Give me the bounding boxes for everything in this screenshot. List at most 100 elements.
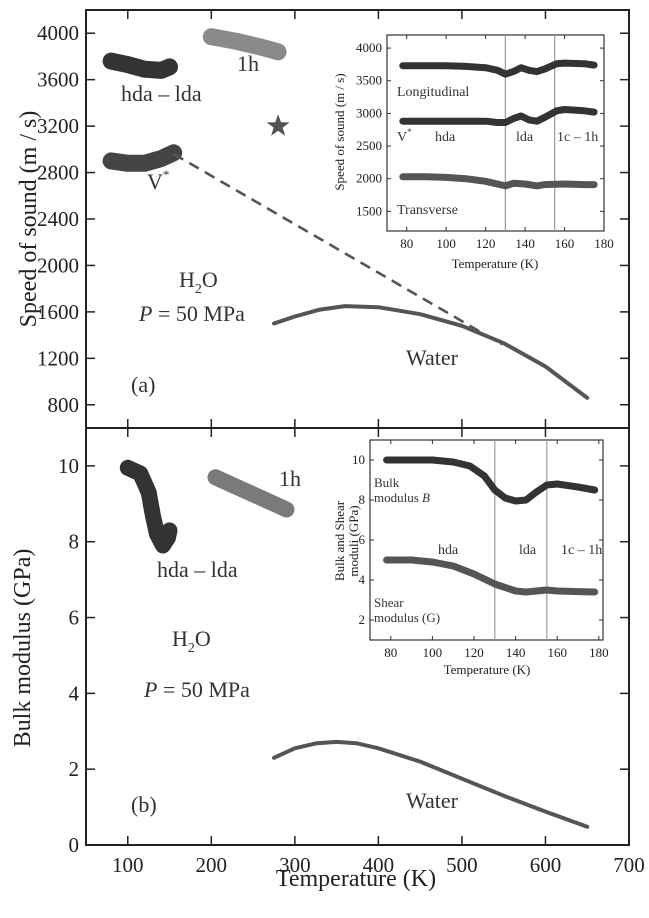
panel-a-series <box>102 28 590 400</box>
inset-a-x-axis-label: Temperature (K) <box>452 256 539 271</box>
x-axis-label: Temperature (K) <box>276 866 436 892</box>
inset-a-y-tick-label: 4000 <box>356 40 382 55</box>
panel-b-y-tick-label: 2 <box>69 757 80 781</box>
inset-a-x-tick-label: 140 <box>515 236 535 251</box>
inset-a-label-lda: lda <box>516 130 534 145</box>
inset-a-y-tick-label: 3000 <box>356 105 382 120</box>
panel-a-series-hda-lda <box>102 52 178 79</box>
inset-b-x-tick-label: 100 <box>423 645 443 660</box>
panel-a-series-extrapolation <box>173 152 503 346</box>
inset-a-y-tick-label: 2500 <box>356 138 382 153</box>
inset-b-y-tick-label: 4 <box>359 572 366 587</box>
inset-b-y-tick-label: 6 <box>359 532 366 547</box>
inset-b-x-axis-label: Temperature (K) <box>444 662 531 677</box>
panel-b-x-tick-label: 400 <box>363 853 395 877</box>
inset-b-background <box>360 437 606 634</box>
inset-b-y-ticks: 2 4 6 8 10 <box>352 452 603 627</box>
panel-a-star-marker <box>266 114 290 136</box>
panel-b-x-tick-label: 700 <box>613 853 645 877</box>
panel-a-y-tick-label: 4000 <box>37 21 79 45</box>
inset-b-x-tick-label: 80 <box>384 645 397 660</box>
panel-a-series-v <box>102 144 183 172</box>
panel-b-annotations: hda – lda 1h H2O P = 50 MPa Water (b) <box>131 466 459 817</box>
inset-a-y-tick-label: 1500 <box>356 203 382 218</box>
panel-a-y-tick-label: 3600 <box>37 68 79 92</box>
inset-a-y-ticks: 1500 2000 2500 3000 3500 4000 <box>356 40 604 218</box>
panel-a-y-tick-label: 2000 <box>37 253 79 277</box>
label-pressure-a: P = 50 MPa <box>138 301 245 326</box>
inset-a-series-longitudinal <box>399 59 598 78</box>
inset-b-y-tick-label: 10 <box>352 452 365 467</box>
inset-a-label-hda: hda <box>435 130 456 145</box>
inset-a-y-tick-label: 2000 <box>356 171 382 186</box>
panel-a-y-tick-label: 1200 <box>37 346 79 370</box>
inset-b-x-tick-label: 160 <box>547 645 567 660</box>
panel-b-series-water <box>272 739 590 829</box>
inset-a-series-v <box>399 106 598 126</box>
label-water-a: Water <box>406 345 459 370</box>
inset-a-x-tick-label: 160 <box>555 236 575 251</box>
inset-a-label-longitudinal: Longitudinal <box>397 85 469 100</box>
panel-b-y-tick-label: 0 <box>69 833 80 857</box>
inset-b-y-tick-label: 2 <box>359 612 366 627</box>
panel-a-label: (a) <box>131 372 155 397</box>
label-hda-lda-b: hda – lda <box>157 557 238 582</box>
panel-b-x-tick-label: 300 <box>279 853 311 877</box>
inset-a-label-ic-ih: 1c – 1h <box>557 130 598 145</box>
inset-a-y-axis-label: Speed of sound (m / s) <box>332 73 347 190</box>
inset-b-y-axis-label: Bulk and Shearmoduli (GPa) <box>332 500 361 581</box>
panel-a-y-axis-label: Speed of sound (m / s) <box>16 111 42 328</box>
inset-b-label-bulk: Bulk modulus B <box>374 475 430 505</box>
inset-a-x-tick-label: 180 <box>594 236 614 251</box>
panel-b-y-ticks: 0 2 4 6 8 10 <box>58 454 629 857</box>
panel-b-y-tick-label: 8 <box>69 530 80 554</box>
panel-a-y-tick-label: 2400 <box>37 207 79 231</box>
inset-b-series-shear-modulus-g <box>383 556 599 596</box>
inset-b-label-shear: Shear modulus (G) <box>374 595 440 625</box>
panel-a-annotations: hda – lda 1h V* H2O P = 50 MPa Water (a) <box>121 51 459 397</box>
inset-a-series <box>399 59 598 190</box>
panel-b-series <box>119 459 590 829</box>
panel-b-label: (b) <box>131 792 157 817</box>
panel-a-y-tick-label: 800 <box>48 393 80 417</box>
inset-a-x-tick-label: 80 <box>400 236 413 251</box>
inset-a-series-transverse <box>399 173 598 190</box>
inset-a-x-ticks: 80 100 120 140 160 180 <box>400 35 614 251</box>
panel-a-y-tick-label: 2800 <box>37 161 79 185</box>
panel-b-y-tick-label: 4 <box>69 681 80 705</box>
panel-a-y-tick-label: 1600 <box>37 300 79 324</box>
inset-b-series-bulk-modulus-b <box>383 456 599 505</box>
label-pressure-b: P = 50 MPa <box>143 677 250 702</box>
label-h2o-a: H2O <box>179 267 218 297</box>
inset-a-x-tick-label: 100 <box>436 236 456 251</box>
panel-a-y-tick-label: 3200 <box>37 114 79 138</box>
inset-b-label-ic-ih: 1c – 1h <box>561 543 602 558</box>
inset-b-series <box>383 456 599 596</box>
panel-b-x-ticks: 100 200 300 400 500 600 700 <box>112 428 645 877</box>
inset-a-y-tick-label: 3500 <box>356 73 382 88</box>
label-ih-b: 1h <box>279 466 301 491</box>
inset-b-x-tick-label: 140 <box>506 645 526 660</box>
panel-a-x-ticks <box>127 10 630 428</box>
inset-b-x-tick-label: 120 <box>464 645 484 660</box>
panel-b-x-tick-label: 600 <box>530 853 562 877</box>
inset-a-label-transverse: Transverse <box>397 203 458 218</box>
panel-b-frame <box>85 427 630 846</box>
label-h2o-b: H2O <box>172 626 211 656</box>
panel-b-x-tick-label: 100 <box>112 853 144 877</box>
label-hda-lda-a: hda – lda <box>121 81 202 106</box>
panel-b-y-tick-label: 10 <box>58 454 79 478</box>
label-vstar-a: V* <box>147 167 169 194</box>
panel-b-series-1h <box>207 469 295 518</box>
inset-a-frame <box>386 34 605 232</box>
inset-b-y-tick-label: 8 <box>359 492 366 507</box>
inset-b-phase-lines <box>494 440 548 640</box>
panel-b-x-tick-label: 200 <box>196 853 228 877</box>
inset-b-label-hda: hda <box>438 543 459 558</box>
inset-a: Speed of sound (m / s) Temperature (K) 8… <box>332 33 614 271</box>
inset-b-x-tick-label: 180 <box>589 645 609 660</box>
inset-b-x-ticks: 80 100 120 140 160 180 <box>384 440 609 660</box>
panel-a: Speed of sound (m / s) 800 1200 1600 2000 24… <box>16 9 630 429</box>
panel-a-y-ticks: 800 1200 1600 2000 2400 2800 3200 3600 4000 <box>37 21 629 417</box>
